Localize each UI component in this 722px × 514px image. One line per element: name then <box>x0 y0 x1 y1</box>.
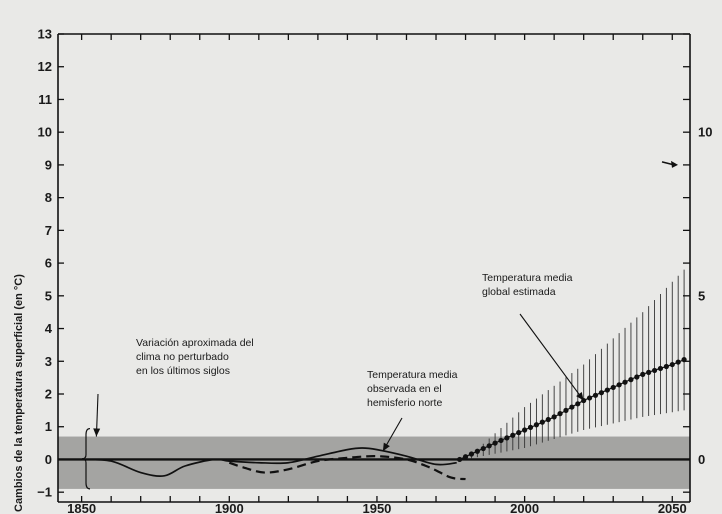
estimated-temperature-point <box>634 374 640 380</box>
estimated-temperature-point <box>622 379 628 385</box>
estimated-temperature-point <box>592 392 599 398</box>
right-arrow-icon-head <box>671 160 678 168</box>
estimated-temperature-point <box>657 365 664 372</box>
y-tick-label-left: 0 <box>45 452 52 467</box>
estimated-temperature-point <box>646 369 652 375</box>
annotation-text-1: clima no perturbado <box>136 351 229 363</box>
estimated-temperature-point <box>545 416 551 423</box>
estimated-temperature-point <box>474 448 480 454</box>
estimated-temperature-point <box>586 395 593 401</box>
y-tick-label-left: 1 <box>45 419 52 434</box>
y-tick-label-left: 4 <box>45 321 53 336</box>
y-tick-label-left: 8 <box>45 190 52 205</box>
observed-nh-temperature-line <box>228 455 466 481</box>
estimated-temperature-point <box>527 424 534 430</box>
observed-temperature-line <box>81 447 457 477</box>
estimated-temperature-point <box>480 445 486 452</box>
annotation-text-3: global estimada <box>482 286 556 298</box>
estimated-temperature-point <box>640 371 646 377</box>
x-tick-label: 1950 <box>362 501 391 514</box>
y-tick-label-left: 10 <box>38 125 52 140</box>
x-tick-label: 1850 <box>67 501 96 514</box>
estimated-temperature-point <box>628 377 634 383</box>
estimated-temperature-point <box>663 363 669 370</box>
estimated-temperature-point <box>522 427 528 433</box>
estimated-temperature-point <box>486 443 492 449</box>
estimated-temperature-point <box>557 411 563 417</box>
annotation-arrowhead-2 <box>382 442 390 452</box>
y-tick-label-left: 2 <box>45 387 52 402</box>
estimated-temperature-point <box>616 382 622 388</box>
estimated-temperature-point <box>516 430 522 436</box>
estimated-temperature-point <box>457 456 463 463</box>
estimated-temperature-point <box>598 390 605 396</box>
estimated-temperature-point <box>504 435 510 441</box>
estimated-temperature-point <box>492 440 498 446</box>
estimated-temperature-point <box>462 454 469 460</box>
annotation-text-2: observada en el <box>367 383 442 395</box>
annotation-text-1: en los últimos siglos <box>136 365 230 377</box>
annotation-arrowhead-3 <box>576 392 584 401</box>
estimated-temperature-point <box>569 404 575 410</box>
variation-bracket <box>81 427 91 490</box>
estimated-temperature-point <box>675 359 681 365</box>
y-tick-label-left: 6 <box>45 256 52 271</box>
estimated-temperature-point <box>651 367 658 374</box>
estimated-temperature-point <box>551 414 557 420</box>
annotation-text-1: Variación aproximada del <box>136 337 254 349</box>
estimated-temperature-point <box>681 357 687 363</box>
estimated-temperature-point <box>669 361 675 368</box>
y-tick-label-right: 5 <box>698 288 705 303</box>
estimated-temperature-point <box>510 432 516 438</box>
annotation-text-2: hemisferio norte <box>367 397 442 409</box>
x-tick-label: 2000 <box>510 501 539 514</box>
y-tick-label-left: 5 <box>45 288 52 303</box>
y-tick-label-left: 13 <box>38 27 52 42</box>
estimated-temperature-point <box>498 437 504 444</box>
y-tick-label-left: 3 <box>45 354 52 369</box>
annotation-text-2: Temperatura media <box>367 369 458 381</box>
y-tick-label-left: 7 <box>45 223 52 238</box>
estimated-temperature-point <box>563 407 569 413</box>
natural-variation-band <box>58 436 690 489</box>
annotation-arrow-3 <box>519 313 585 401</box>
x-tick-label: 2050 <box>658 501 687 514</box>
y-tick-label-left: 11 <box>38 92 52 107</box>
y-tick-label-right: 10 <box>698 125 712 140</box>
estimated-temperature-point <box>610 384 616 391</box>
estimated-temperature-point <box>468 451 475 457</box>
y-axis-title: Cambios de la temperatura superficial (e… <box>13 274 25 512</box>
annotation-text-3: Temperatura media <box>482 272 573 284</box>
estimated-temperature-point <box>575 401 581 407</box>
y-tick-label-left: −1 <box>37 485 52 500</box>
y-tick-label-left: 9 <box>45 157 52 172</box>
estimated-temperature-point <box>604 387 610 393</box>
y-tick-label-right: 0 <box>698 452 705 467</box>
estimated-temperature-point <box>539 419 545 425</box>
y-tick-label-left: 12 <box>38 59 52 74</box>
x-tick-label: 1900 <box>215 501 244 514</box>
estimated-temperature-point <box>533 422 540 428</box>
annotation-arrowhead-1 <box>93 428 101 437</box>
